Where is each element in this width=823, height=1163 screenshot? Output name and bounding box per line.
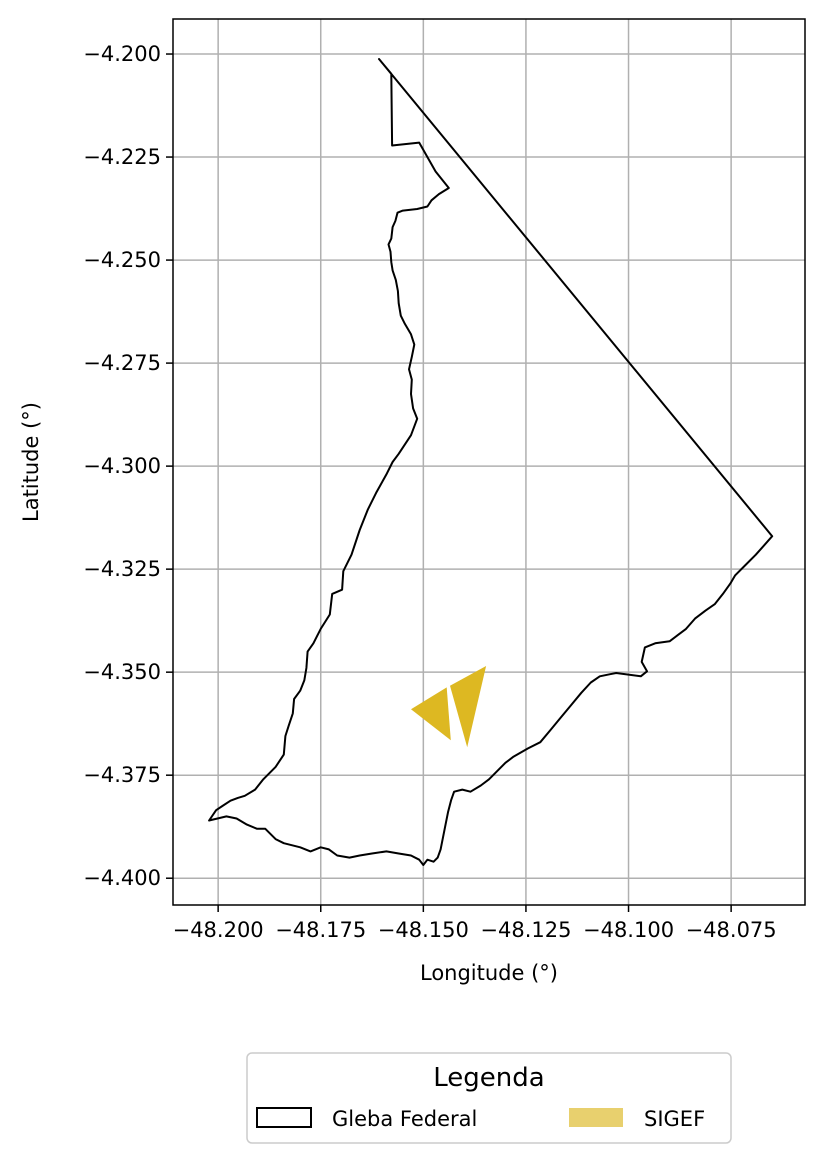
gleba-federal-boundary [208,58,774,866]
y-tick-label: −4.350 [83,660,161,684]
y-axis-ticks: −4.200 −4.225 −4.250 −4.275 −4.300 −4.325 −4.3… [83,42,173,890]
y-tick-label: −4.200 [83,42,161,66]
x-tick-label: −48.075 [686,918,777,942]
legend-label-gleba-federal: Gleba Federal [332,1107,477,1131]
y-tick-label: −4.225 [83,145,161,169]
legend-label-sigef: SIGEF [644,1107,705,1131]
grid-lines-x [217,19,732,905]
x-axis-ticks: −48.200 −48.175 −48.150 −48.125 −48.100 −48.0… [173,905,777,942]
y-tick-label: −4.275 [83,351,161,375]
legend-swatch-sigef [569,1108,623,1127]
legend: Legenda Gleba Federal SIGEF [246,1052,732,1144]
y-tick-label: −4.375 [83,763,161,787]
sigef-parcel-1 [411,687,451,741]
sigef-parcel-2 [450,666,487,748]
grid [173,19,805,905]
legend-title: Legenda [433,1063,544,1093]
x-tick-label: −48.100 [583,918,674,942]
map-layers [208,58,774,866]
x-tick-label: −48.125 [480,918,571,942]
legend-swatch-gleba-federal [256,1107,312,1128]
x-axis-title: Longitude (°) [420,961,558,985]
grid-lines-y [173,53,805,879]
x-tick-label: −48.200 [173,918,264,942]
y-tick-label: −4.325 [83,557,161,581]
y-axis-title: Latitude (°) [19,402,43,522]
x-tick-label: −48.175 [275,918,366,942]
x-tick-label: −48.150 [378,918,469,942]
y-tick-label: −4.300 [83,454,161,478]
plot-frame [172,18,806,906]
y-tick-label: −4.250 [83,248,161,272]
y-tick-label: −4.400 [83,866,161,890]
